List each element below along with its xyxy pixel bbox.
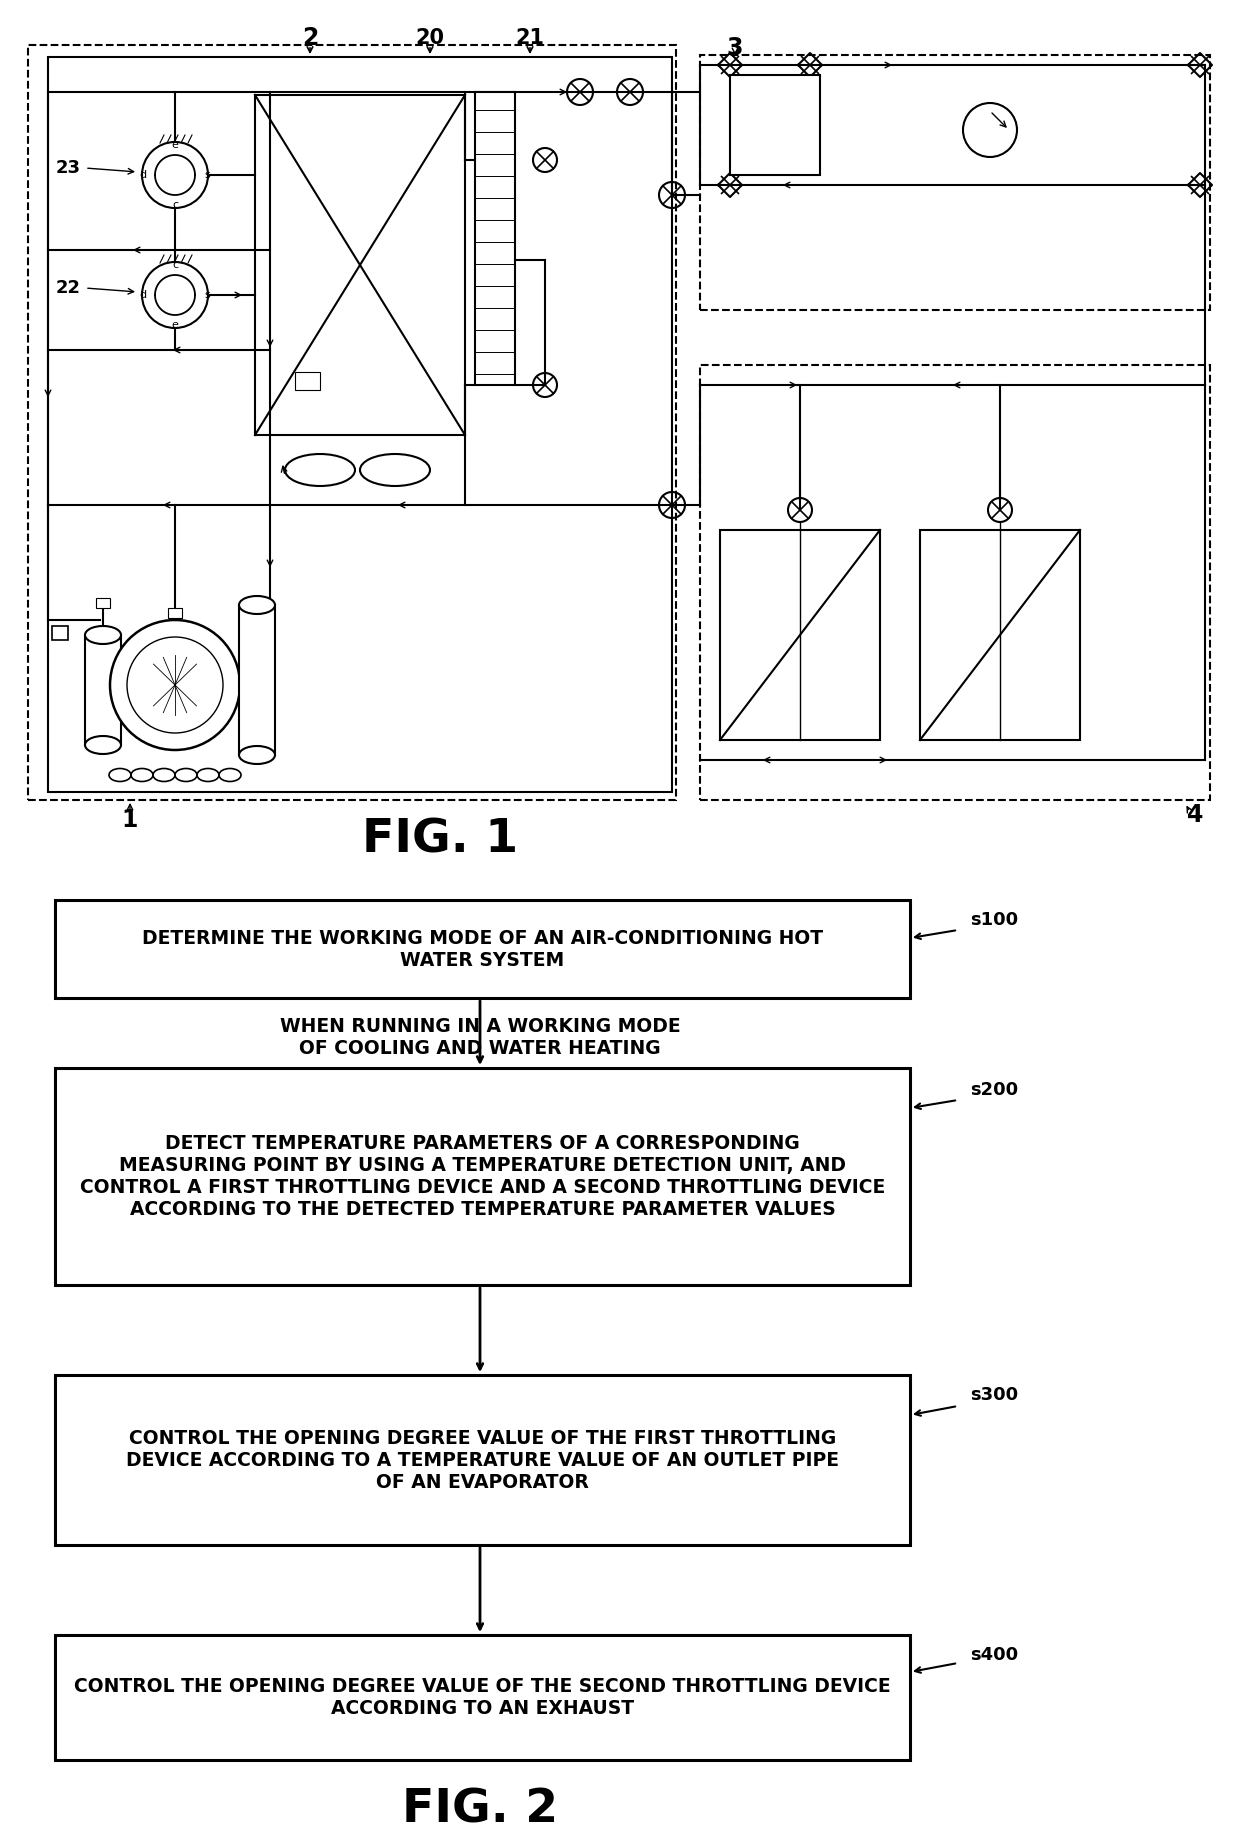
- Bar: [86, 634, 122, 745]
- Bar: [52, 625, 68, 640]
- Bar: [701, 55, 1210, 311]
- Text: s400: s400: [970, 1646, 1018, 1664]
- Circle shape: [963, 103, 1017, 156]
- Text: DETERMINE THE WORKING MODE OF AN AIR-CONDITIONING HOT
WATER SYSTEM: DETERMINE THE WORKING MODE OF AN AIR-CON…: [141, 929, 823, 969]
- Text: WHEN RUNNING IN A WORKING MODE
OF COOLING AND WATER HEATING: WHEN RUNNING IN A WORKING MODE OF COOLIN…: [280, 1017, 681, 1059]
- Text: 3: 3: [727, 37, 743, 61]
- Bar: [720, 530, 880, 739]
- Text: 20: 20: [415, 28, 444, 48]
- Text: 1: 1: [122, 807, 138, 831]
- Text: d: d: [139, 291, 146, 300]
- Text: 4: 4: [1187, 804, 1203, 828]
- Text: e: e: [171, 320, 179, 329]
- Text: s: s: [205, 169, 210, 180]
- Bar: [239, 605, 275, 756]
- Text: 23: 23: [56, 158, 81, 177]
- Bar: [29, 44, 676, 800]
- Circle shape: [143, 261, 208, 327]
- Text: d: d: [139, 169, 146, 180]
- Bar: [920, 530, 1080, 739]
- Bar: [55, 1635, 910, 1760]
- Text: 21: 21: [516, 28, 544, 48]
- Circle shape: [143, 142, 208, 208]
- Bar: [701, 364, 1210, 800]
- Bar: [95, 598, 110, 609]
- Text: FIG. 1: FIG. 1: [362, 818, 518, 862]
- Circle shape: [110, 620, 241, 750]
- Bar: [55, 1068, 910, 1285]
- Ellipse shape: [86, 625, 122, 644]
- Text: e: e: [171, 140, 179, 151]
- Text: s: s: [205, 291, 210, 300]
- Text: s300: s300: [970, 1387, 1018, 1403]
- Bar: [295, 371, 320, 390]
- Text: 22: 22: [56, 280, 81, 298]
- Text: c: c: [172, 200, 179, 210]
- Ellipse shape: [86, 736, 122, 754]
- Bar: [48, 57, 672, 793]
- Text: 2: 2: [301, 26, 319, 50]
- Bar: [167, 609, 182, 618]
- Text: CONTROL THE OPENING DEGREE VALUE OF THE FIRST THROTTLING
DEVICE ACCORDING TO A T: CONTROL THE OPENING DEGREE VALUE OF THE …: [126, 1429, 839, 1491]
- Bar: [255, 96, 465, 436]
- Bar: [55, 899, 910, 999]
- Bar: [730, 75, 820, 175]
- Text: CONTROL THE OPENING DEGREE VALUE OF THE SECOND THROTTLING DEVICE
ACCORDING TO AN: CONTROL THE OPENING DEGREE VALUE OF THE …: [74, 1677, 890, 1718]
- Text: DETECT TEMPERATURE PARAMETERS OF A CORRESPONDING
MEASURING POINT BY USING A TEMP: DETECT TEMPERATURE PARAMETERS OF A CORRE…: [79, 1135, 885, 1219]
- Text: s100: s100: [970, 910, 1018, 929]
- Ellipse shape: [239, 747, 275, 763]
- Text: s200: s200: [970, 1081, 1018, 1100]
- Text: FIG. 2: FIG. 2: [402, 1788, 558, 1832]
- Bar: [475, 92, 515, 384]
- Bar: [55, 1376, 910, 1545]
- Ellipse shape: [239, 596, 275, 614]
- Text: c: c: [172, 259, 179, 270]
